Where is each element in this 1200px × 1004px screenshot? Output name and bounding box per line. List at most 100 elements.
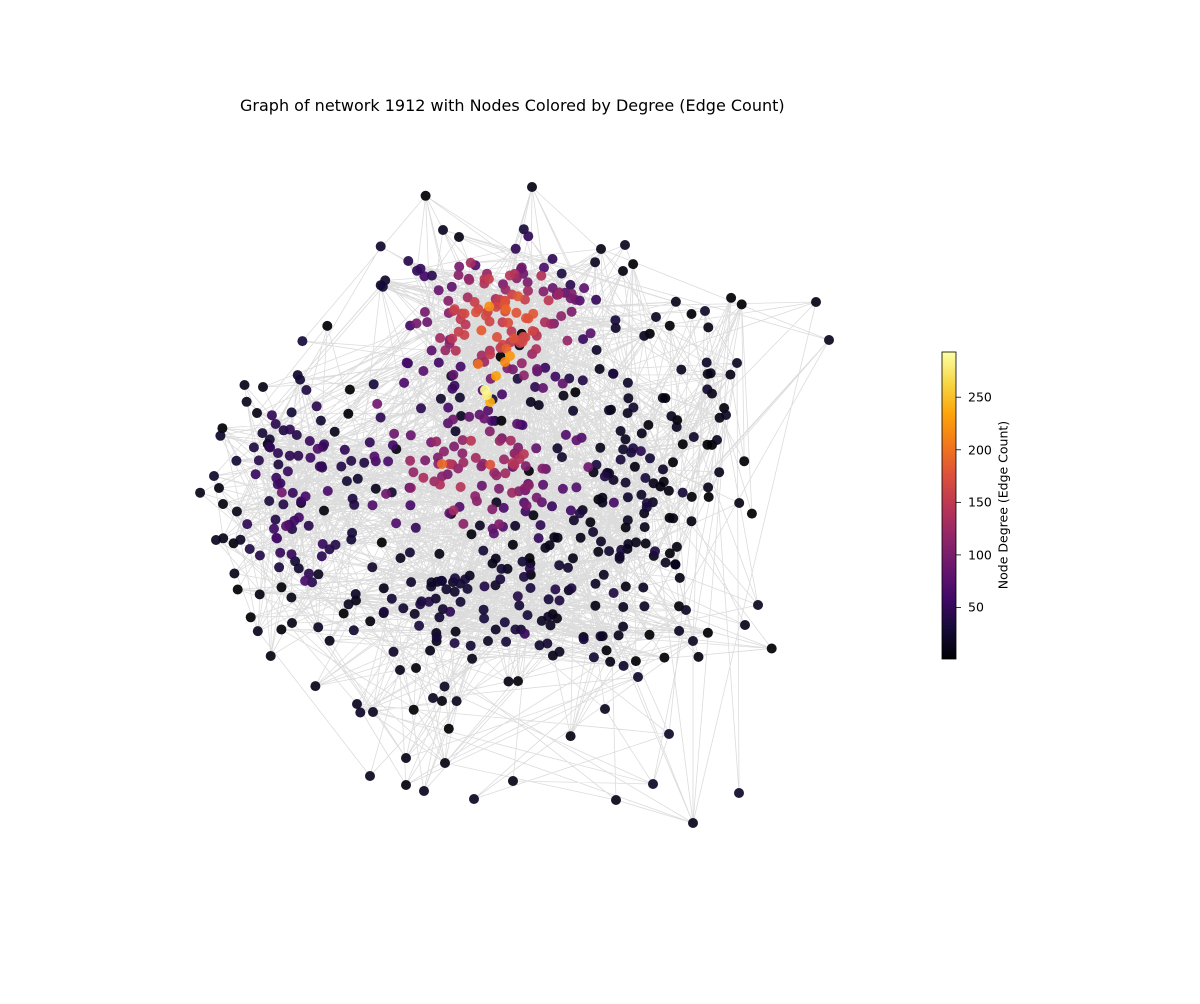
graph-node [456,411,466,421]
graph-node [450,345,461,356]
graph-node [531,492,542,503]
graph-node [571,435,582,446]
graph-node [319,505,329,516]
graph-node [686,491,697,502]
graph-node [411,663,421,673]
graph-node [447,333,458,344]
graph-node [301,385,312,395]
graph-node [459,308,470,319]
graph-node [349,499,360,510]
graph-node [578,334,589,345]
graph-node [480,310,491,321]
graph-node [604,546,615,557]
graph-node [540,542,551,553]
graph-node [401,357,412,368]
graph-node [485,349,496,360]
graph-node [628,259,639,270]
graph-node [736,299,747,310]
graph-node [252,408,262,418]
graph-node [444,459,455,469]
graph-node [480,385,490,395]
graph-node [508,333,519,344]
graph-node [638,582,649,593]
graph-node [278,499,289,510]
graph-node [469,794,479,804]
graph-node [597,497,608,508]
graph-node [465,640,476,651]
graph-node [557,378,568,389]
graph-node [595,442,606,453]
graph-node [304,436,315,446]
graph-node [254,550,265,561]
graph-node [483,274,494,284]
graph-node [459,330,470,340]
graph-node [419,307,430,317]
graph-node [639,601,650,612]
graph-node [497,389,507,400]
graph-node [211,535,221,545]
graph-node [386,593,397,604]
graph-node [404,547,415,558]
graph-node [450,573,460,584]
graph-node [439,681,450,692]
graph-node [217,423,228,434]
graph-node [533,400,544,411]
graph-node [310,681,321,692]
graph-node [571,482,582,493]
graph-node [449,380,460,391]
graph-node [365,771,375,781]
colorbar [941,351,957,660]
graph-node [562,335,573,346]
graph-node [370,483,381,494]
graph-node [470,491,481,502]
graph-node [705,368,716,379]
graph-node [242,519,253,530]
graph-node [557,483,568,494]
graph-node [568,553,578,564]
graph-node [316,551,327,562]
graph-node [547,254,558,264]
graph-node [305,452,316,463]
graph-node [411,318,422,329]
graph-node [513,676,523,687]
graph-node [518,331,529,342]
graph-node [450,426,461,437]
graph-node [494,435,505,446]
graph-node [484,301,495,312]
graph-node [588,652,599,663]
graph-node [425,645,436,656]
graph-node [639,522,650,533]
graph-node [303,520,314,531]
graph-node [664,320,675,331]
graph-node [553,289,564,300]
graph-node [664,729,674,739]
graph-node [503,317,514,328]
graph-node [554,646,565,657]
graph-node [265,442,276,453]
graph-node [465,257,476,268]
graph-node [276,582,287,593]
graph-node [514,600,525,611]
graph-node [443,402,454,413]
graph-node [490,553,501,564]
graph-node [523,231,534,242]
graph-node [535,520,546,531]
graph-node [368,707,378,717]
graph-node [591,459,602,470]
graph-node [641,498,652,509]
graph-node [270,419,281,429]
graph-node [434,612,445,623]
graph-node [591,345,602,355]
graph-node [445,606,456,617]
graph-node [341,476,352,487]
graph-node [531,443,542,454]
graph-node [534,640,545,651]
graph-node [264,434,275,445]
graph-node [566,288,577,299]
graph-node [753,600,763,610]
graph-node [270,514,281,525]
graph-node [355,707,366,718]
graph-node [554,595,565,606]
graph-node [530,382,541,392]
